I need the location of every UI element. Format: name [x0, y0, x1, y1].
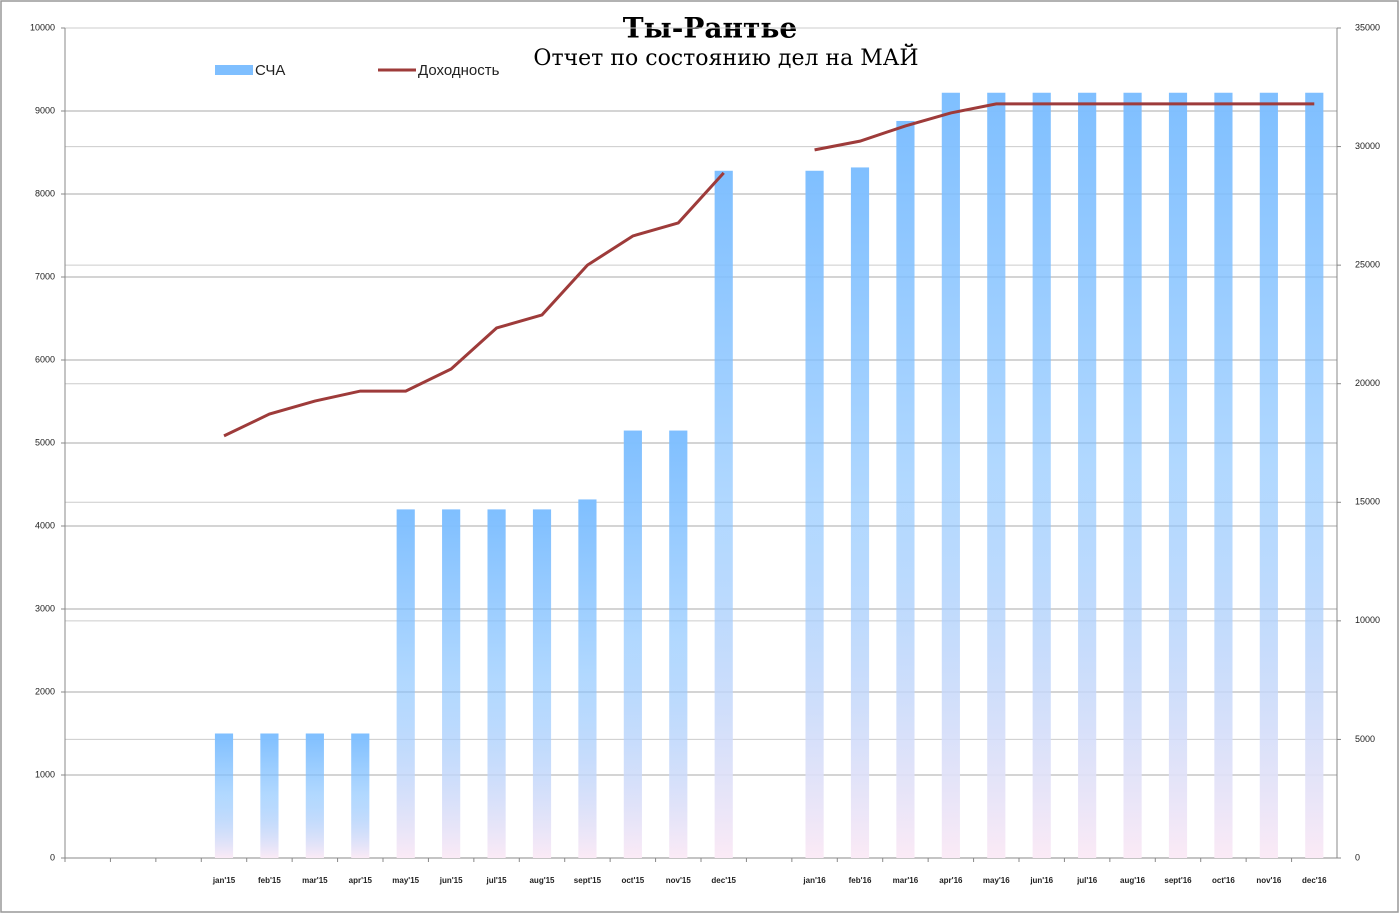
y2-tick-label: 20000 [1355, 378, 1380, 388]
x-tick-label: nov'15 [666, 876, 692, 885]
x-tick-label: sept'16 [1164, 876, 1192, 885]
bar [1032, 92, 1051, 859]
bar [1305, 92, 1324, 859]
y-tick-label: 10000 [30, 22, 55, 32]
bar [214, 733, 234, 858]
bar [578, 499, 597, 858]
y-tick-label: 5000 [35, 437, 55, 447]
bar [669, 430, 688, 858]
y2-tick-label: 25000 [1355, 260, 1380, 270]
bar [1259, 92, 1278, 859]
line [223, 102, 1315, 438]
x-tick-label: jul'15 [486, 876, 508, 885]
x-tick-label: mar'15 [302, 876, 328, 885]
y-tick-label: 2000 [35, 686, 55, 696]
y-tick-label: 8000 [35, 188, 55, 198]
bar [896, 120, 915, 858]
x-tick-label: feb'16 [849, 876, 872, 885]
y-tick-label: 3000 [35, 603, 55, 613]
x-tick-label: oct'16 [1212, 876, 1235, 885]
x-tick-label: jun'16 [1029, 876, 1053, 885]
x-tick-label: dec'15 [711, 876, 736, 885]
x-tick-label: aug'16 [1120, 876, 1146, 885]
y-tick-label: 6000 [35, 354, 55, 364]
x-tick-label: nov'16 [1256, 876, 1282, 885]
x-tick-label: mar'16 [893, 876, 919, 885]
bar [396, 509, 415, 858]
y2-tick-label: 30000 [1355, 141, 1380, 151]
bar [260, 733, 279, 858]
bar [1078, 92, 1097, 859]
y2-tick-label: 0 [1355, 852, 1360, 862]
x-tick-label: may'15 [392, 876, 419, 885]
y-tick-label: 4000 [35, 520, 55, 530]
bar [714, 170, 733, 858]
bar [623, 430, 642, 858]
x-tick-label: aug'15 [529, 876, 555, 885]
y2-tick-label: 5000 [1355, 734, 1375, 744]
bar [1168, 92, 1188, 859]
bar [941, 92, 960, 859]
bar [1214, 92, 1233, 859]
bar [805, 170, 824, 858]
y2-tick-label: 15000 [1355, 497, 1380, 507]
bar [442, 509, 461, 858]
x-tick-label: sept'15 [574, 876, 602, 885]
x-tick-label: jun'15 [439, 876, 463, 885]
x-tick-label: feb'15 [258, 876, 281, 885]
legend-label: СЧА [255, 62, 285, 79]
x-tick-label: dec'16 [1302, 876, 1327, 885]
legend-swatch [215, 65, 253, 75]
legend-label: Доходность [418, 62, 500, 79]
bar [532, 509, 552, 858]
x-tick-label: apr'16 [939, 876, 963, 885]
x-tick-label: jul'16 [1076, 876, 1098, 885]
bar [351, 733, 370, 858]
y-tick-label: 9000 [35, 105, 55, 115]
x-tick-label: may'16 [983, 876, 1010, 885]
chart-subtitle: Отчет по состоянию дел на МАЙ [533, 43, 918, 71]
bar [487, 509, 506, 858]
x-tick-label: apr'15 [349, 876, 373, 885]
y-tick-label: 0 [50, 852, 55, 862]
y2-tick-label: 35000 [1355, 22, 1380, 32]
y-tick-label: 7000 [35, 271, 55, 281]
bar [1123, 92, 1142, 859]
y-tick-label: 1000 [35, 769, 55, 779]
bar [305, 733, 324, 858]
x-tick-label: jan'15 [212, 876, 236, 885]
y2-tick-label: 10000 [1355, 615, 1380, 625]
bar [850, 167, 870, 858]
x-tick-label: oct'15 [621, 876, 644, 885]
x-tick-label: jan'16 [802, 876, 826, 885]
bar [987, 92, 1006, 859]
